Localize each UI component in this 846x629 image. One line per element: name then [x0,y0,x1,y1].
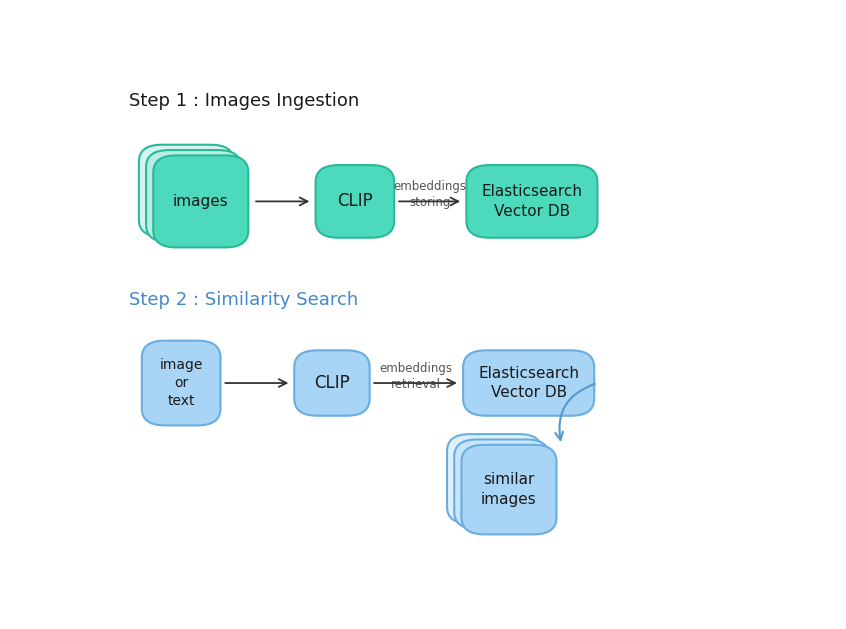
Text: embeddings
storing: embeddings storing [393,180,466,209]
Text: Elasticsearch
Vector DB: Elasticsearch Vector DB [478,365,580,401]
Text: Step 1 : Images Ingestion: Step 1 : Images Ingestion [129,92,359,111]
FancyBboxPatch shape [454,440,549,529]
Text: CLIP: CLIP [337,192,373,211]
Text: similar
images: similar images [481,472,537,507]
FancyBboxPatch shape [139,145,234,237]
FancyBboxPatch shape [142,341,221,425]
Text: CLIP: CLIP [314,374,350,392]
Text: embeddings
retrieval: embeddings retrieval [379,362,453,391]
FancyBboxPatch shape [294,350,370,416]
FancyBboxPatch shape [466,165,597,238]
FancyBboxPatch shape [461,445,557,535]
FancyBboxPatch shape [316,165,394,238]
FancyBboxPatch shape [447,434,542,524]
Text: Elasticsearch
Vector DB: Elasticsearch Vector DB [481,184,582,219]
Text: images: images [173,194,228,209]
FancyBboxPatch shape [463,350,594,416]
Text: image
or
text: image or text [159,358,203,408]
FancyBboxPatch shape [146,150,241,242]
Text: Step 2 : Similarity Search: Step 2 : Similarity Search [129,291,358,309]
FancyBboxPatch shape [153,155,249,247]
